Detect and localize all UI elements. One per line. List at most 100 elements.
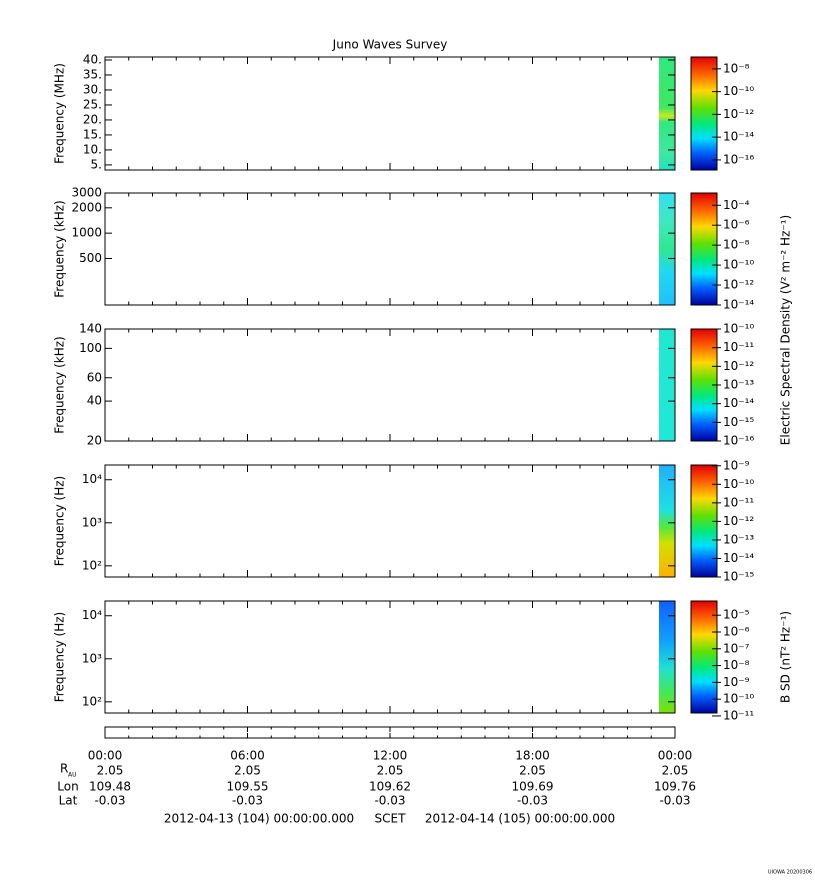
- colorbar-tick-label: 10⁻¹⁰: [723, 692, 754, 706]
- colorbar-tick-label: 10⁻¹⁵: [723, 570, 754, 584]
- ephemeris-label: R: [60, 762, 68, 776]
- stamp: UIOWA 20200306: [768, 870, 812, 876]
- plot-frame: [104, 192, 676, 306]
- colorbar: [690, 600, 718, 714]
- ephemeris-value: -0.03: [232, 794, 263, 808]
- spectrum-strip: [659, 193, 675, 305]
- ephemeris-value: -0.03: [374, 794, 405, 808]
- colorbar-tick-label: 10⁻¹³: [723, 532, 754, 546]
- colorbar-tick-label: 10⁻⁸: [723, 61, 750, 75]
- colorbar-tick-label: 10⁻¹²: [723, 107, 754, 121]
- footer-text: SCET: [375, 812, 407, 826]
- colorbar-tick-label: 10⁻⁷: [723, 641, 750, 655]
- colorbar-tick-label: 10⁻⁶: [723, 624, 750, 638]
- colorbar-tick-label: 10⁻¹⁴: [723, 298, 754, 312]
- colorbar-tick-label: 10⁻¹⁴: [723, 130, 754, 144]
- ephemeris-value: 109.62: [369, 780, 411, 794]
- time-label: 00:00: [88, 749, 123, 763]
- ephemeris-sub: AU: [68, 772, 77, 779]
- plot-frame: [104, 328, 676, 442]
- y-tick-label: 60: [87, 370, 102, 384]
- colorbar-tick-label: 10⁻⁶: [723, 218, 750, 232]
- y-axis-label: Frequency (Hz): [53, 476, 67, 567]
- y-tick-label: 25.: [83, 97, 102, 111]
- colorbar-tick-label: 10⁻¹⁵: [723, 415, 754, 429]
- y-tick-label: 10.: [83, 142, 102, 156]
- ephemeris-label: Lon: [57, 780, 78, 794]
- ephemeris-value: 109.55: [227, 780, 269, 794]
- colorbar-tick-label: 10⁻¹⁴: [723, 551, 754, 565]
- y-tick-label: 3000: [71, 186, 102, 200]
- y-tick-label: 30.: [83, 82, 102, 96]
- y-tick-label: 35.: [83, 67, 102, 81]
- colorbar-tick-label: 10⁻¹¹: [723, 708, 754, 722]
- colorbar-tick-label: 10⁻¹¹: [723, 495, 754, 509]
- colorbar-tick-label: 10⁻¹⁶: [723, 152, 754, 166]
- colorbar-tick-label: 10⁻¹¹: [723, 340, 754, 354]
- y-tick-label: 10²: [82, 694, 102, 708]
- title: Juno Waves Survey: [332, 38, 448, 52]
- footer-text: 2012-04-14 (105) 00:00:00.000: [425, 812, 615, 826]
- colorbar-tick-label: 10⁻⁸: [723, 658, 750, 672]
- y-tick-label: 15.: [83, 127, 102, 141]
- y-tick-label: 2000: [71, 200, 102, 214]
- colorbar: [690, 56, 718, 171]
- y-tick-label: 140: [79, 322, 102, 336]
- ephemeris-label: Lat: [59, 794, 78, 808]
- spectrum-strip: [659, 329, 675, 441]
- y-tick-label: 10⁴: [82, 472, 102, 486]
- time-label: 06:00: [230, 749, 265, 763]
- ephemeris-value: 109.69: [512, 780, 554, 794]
- spectrum-strip: [659, 465, 675, 577]
- footer-text: 2012-04-13 (104) 00:00:00.000: [164, 812, 354, 826]
- y-tick-label: 10²: [82, 558, 102, 572]
- y-tick-label: 10³: [82, 515, 102, 529]
- plot-frame: [104, 600, 676, 714]
- colorbar-label: Electric Spectral Density (V² m⁻² Hz⁻¹): [779, 215, 793, 445]
- colorbar-tick-label: 10⁻¹²: [723, 278, 754, 292]
- ephemeris-value: 2.05: [662, 764, 689, 778]
- ephemeris-value: 2.05: [234, 764, 261, 778]
- y-tick-label: 40: [87, 394, 102, 408]
- colorbar-tick-label: 10⁻⁹: [723, 675, 750, 689]
- time-label: 00:00: [658, 749, 693, 763]
- plot-frame: [104, 464, 676, 578]
- time-label: 12:00: [373, 749, 408, 763]
- colorbar-tick-label: 10⁻¹⁶: [723, 434, 754, 448]
- colorbar: [690, 192, 718, 306]
- colorbar-tick-label: 10⁻⁹: [723, 458, 750, 472]
- plot-frame: [104, 56, 676, 171]
- colorbar-tick-label: 10⁻⁵: [723, 608, 750, 622]
- y-axis-label: Frequency (kHz): [53, 200, 67, 297]
- y-tick-label: 1000: [71, 226, 102, 240]
- spectrum-strip: [659, 601, 675, 713]
- ephemeris-value: 2.05: [519, 764, 546, 778]
- colorbar-tick-label: 10⁻¹²: [723, 359, 754, 373]
- ephemeris-value: 109.48: [89, 780, 131, 794]
- ephemeris-value: 109.76: [654, 780, 696, 794]
- colorbar-tick-label: 10⁻¹²: [723, 514, 754, 528]
- y-tick-label: 20.: [83, 112, 102, 126]
- colorbar-tick-label: 10⁻¹⁰: [723, 322, 754, 336]
- spectrum-strip: [659, 57, 675, 170]
- colorbar-tick-label: 10⁻¹⁴: [723, 396, 754, 410]
- time-label: 18:00: [515, 749, 550, 763]
- colorbar-tick-label: 10⁻¹⁰: [723, 258, 754, 272]
- y-axis-label: Frequency (Hz): [53, 612, 67, 703]
- colorbar-tick-label: 10⁻⁴: [723, 198, 750, 212]
- y-tick-label: 10⁴: [82, 608, 102, 622]
- ephemeris-value: -0.03: [517, 794, 548, 808]
- y-tick-label: 500: [79, 251, 102, 265]
- ephemeris-value: 2.05: [97, 764, 124, 778]
- y-axis-label: Frequency (MHz): [53, 63, 67, 164]
- y-tick-label: 10³: [82, 651, 102, 665]
- colorbar-tick-label: 10⁻¹⁰: [723, 84, 754, 98]
- colorbar-label: B SD (nT² Hz⁻¹): [779, 611, 793, 703]
- ephemeris-value: -0.03: [659, 794, 690, 808]
- y-axis-label: Frequency (kHz): [53, 336, 67, 433]
- y-tick-label: 40.: [83, 52, 102, 66]
- colorbar-tick-label: 10⁻¹⁰: [723, 477, 754, 491]
- y-tick-label: 5.: [91, 157, 102, 171]
- colorbar-tick-label: 10⁻¹³: [723, 378, 754, 392]
